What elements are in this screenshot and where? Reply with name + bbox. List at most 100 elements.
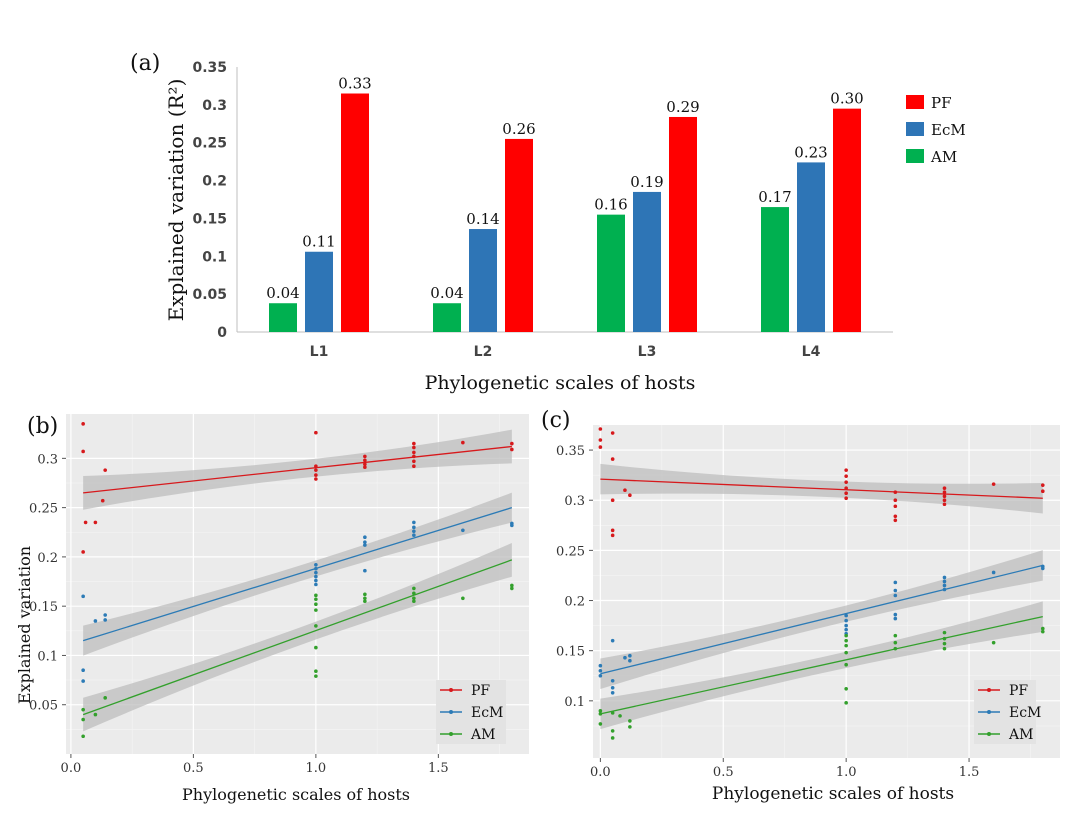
x-tick-label: 1.5 [428, 761, 449, 776]
x-tick-label: 0.0 [61, 761, 82, 776]
data-point-pf [510, 447, 514, 452]
data-point-ecm [363, 568, 367, 573]
panel-a-label: (a) [130, 51, 160, 76]
data-point-pf [81, 550, 85, 554]
data-point-ecm [314, 570, 318, 575]
panel-a-legend: PF EcM AM [906, 94, 966, 166]
data-point-am [844, 633, 848, 638]
panel-c-label: (c) [541, 408, 571, 433]
data-point-ecm [893, 593, 898, 598]
data-point-ecm [81, 679, 85, 683]
data-point-pf [412, 464, 416, 469]
data-point-pf [610, 457, 615, 461]
data-point-am [510, 586, 514, 591]
y-tick-label: 0.1 [564, 695, 585, 710]
data-point-ecm [510, 523, 514, 528]
data-point-am [844, 638, 848, 643]
data-point-ecm [412, 525, 416, 530]
panel-a-y-axis-label: Explained variation (R²) [164, 79, 188, 322]
data-point-am [628, 725, 632, 729]
y-tick-label: 0.15 [29, 600, 58, 615]
data-point-pf [81, 422, 85, 426]
data-point-am [314, 593, 318, 598]
data-point-pf [93, 520, 98, 525]
panel-b-ticks: 0.0 0.5 1.0 1.5 0.05 0.1 0.15 0.2 0.25 0.3 [29, 452, 449, 776]
panel-b-x-axis-label: Phylogenetic scales of hosts [182, 785, 410, 804]
data-point-ecm [1040, 566, 1045, 571]
data-point-am [314, 674, 318, 678]
data-point-am [1040, 629, 1045, 634]
y-tick-label: 0.2 [37, 551, 58, 566]
bar-pf-l3 [669, 116, 697, 332]
data-point-ecm [81, 594, 85, 599]
bar-pf-l1 [341, 93, 369, 332]
y-tick-label: 0.25 [29, 502, 58, 517]
data-point-ecm [844, 613, 848, 618]
data-point-pf [623, 488, 627, 492]
data-point-am [314, 597, 318, 602]
panel-a-y-tick-label: 0.35 [192, 60, 227, 76]
data-point-ecm [93, 619, 98, 623]
y-tick-label: 0.2 [564, 595, 585, 610]
data-point-pf [610, 431, 615, 435]
bar-value-label: 0.17 [758, 188, 791, 206]
data-point-pf [942, 502, 947, 507]
fit-line-am [600, 615, 1043, 715]
panel-a-bars: 0.04 0.11 0.33 0.04 0.14 0.26 0.160.19 0.29 0.17… [266, 75, 864, 333]
data-point-am [893, 640, 898, 645]
panel-c-series [598, 427, 1045, 740]
data-point-pf [628, 493, 632, 498]
data-point-pf [942, 494, 947, 499]
data-point-ecm [461, 528, 465, 533]
x-tick-label: 0.0 [590, 765, 611, 780]
data-point-ecm [610, 638, 615, 643]
data-point-pf [314, 468, 318, 472]
data-point-ecm [942, 583, 947, 588]
data-point-ecm [412, 520, 416, 525]
bar-value-label: 0.04 [430, 284, 463, 302]
fit-line-pf [600, 478, 1043, 499]
panel-b-label: (b) [27, 414, 58, 439]
data-point-pf [598, 438, 603, 442]
data-point-am [991, 640, 996, 645]
bar-value-label: 0.29 [666, 98, 699, 116]
legend-marker-am [987, 732, 991, 736]
data-point-ecm [844, 623, 848, 628]
panel-a-x-tick-label: L3 [638, 344, 657, 360]
legend-swatch-ecm [906, 122, 924, 136]
bar-am-l4 [761, 207, 789, 332]
data-point-ecm [893, 580, 898, 585]
data-point-ecm [610, 685, 615, 690]
data-point-pf [510, 441, 514, 446]
x-tick-label: 0.5 [713, 765, 734, 780]
panel-b-scatter-plot: 0.0 0.5 1.0 1.5 0.05 0.1 0.15 0.2 0.25 0.3 (b) Ex… [15, 414, 529, 804]
data-point-pf [598, 427, 603, 431]
data-point-ecm [363, 543, 367, 547]
y-tick-label: 0.35 [556, 444, 585, 459]
bar-value-label: 0.26 [502, 120, 535, 138]
data-point-ecm [81, 668, 85, 673]
bar-am-l3 [597, 214, 625, 332]
bar-pf-l2 [505, 138, 533, 332]
bar-ecm-l4 [797, 162, 825, 332]
legend-marker-ecm [449, 710, 453, 714]
data-point-pf [844, 474, 848, 478]
legend-label-ecm: EcM [1009, 705, 1041, 721]
data-point-am [314, 624, 318, 628]
data-point-pf [412, 445, 416, 450]
data-point-am [598, 722, 603, 726]
panel-a-x-ticks: L1 L2 L3 L4 [310, 344, 821, 360]
x-tick-label: 0.5 [183, 761, 204, 776]
bar-value-label: 0.23 [794, 143, 827, 161]
legend-swatch-am [906, 149, 924, 163]
data-point-am [1040, 626, 1045, 631]
bar-ecm-l2 [469, 229, 497, 332]
fit-line-pf [83, 445, 512, 494]
panel-a-y-tick-label: 0 [217, 325, 227, 341]
fit-line-am [82, 559, 513, 716]
data-point-ecm [628, 653, 632, 658]
x-tick-label: 1.5 [959, 765, 980, 780]
data-point-am [942, 646, 947, 651]
panel-c-legend: PF EcM AM [974, 680, 1041, 744]
data-point-pf [103, 468, 107, 472]
